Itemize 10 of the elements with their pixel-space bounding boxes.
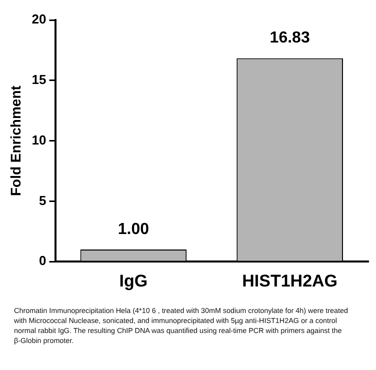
data-label: 1.00 [118, 220, 150, 238]
y-tick-label: 10 [32, 132, 46, 148]
data-label: 16.83 [270, 30, 310, 47]
x-tick-label: IgG [119, 271, 148, 290]
y-tick-label: 15 [32, 72, 46, 87]
y-tick-label: 20 [32, 12, 46, 27]
x-tick-label: HIST1H2AG [242, 271, 338, 290]
y-tick-label: 5 [39, 192, 46, 208]
y-axis-title: Fold Enrichment [7, 85, 24, 196]
y-tick-label: 0 [39, 253, 46, 268]
